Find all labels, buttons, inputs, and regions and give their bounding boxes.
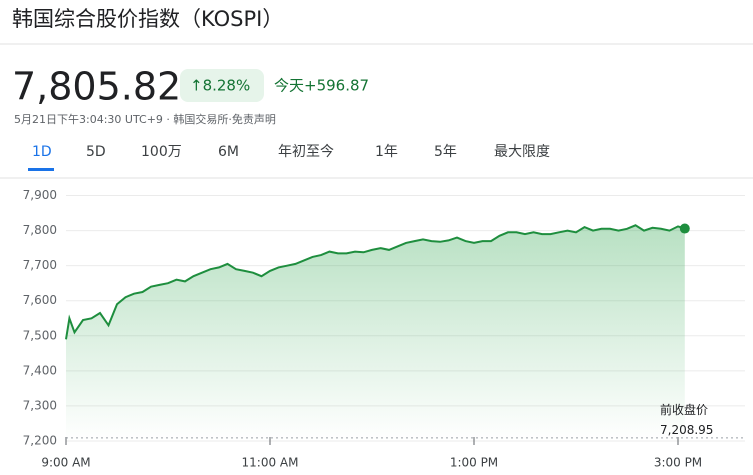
tab[interactable]: 5年 bbox=[434, 144, 457, 160]
change-badge bbox=[180, 69, 264, 102]
tab[interactable]: 1年 bbox=[375, 144, 398, 160]
x-tick-label: 3:00 PM bbox=[654, 456, 702, 470]
timestamp: 5月21日下午3:04:30 UTC+9 · 韩国交易所·免责声明 bbox=[14, 112, 276, 126]
tab[interactable]: 5D bbox=[86, 144, 106, 160]
change-pct: ↑8.28% bbox=[190, 77, 250, 95]
line bbox=[65, 224, 686, 340]
y-tick-label: 7,800 bbox=[23, 223, 57, 237]
last-point bbox=[679, 223, 690, 234]
tab[interactable]: 100万 bbox=[141, 144, 182, 160]
tab[interactable]: 最大限度 bbox=[494, 144, 550, 160]
prev-close-label: 前收盘价 7,208.95 bbox=[660, 400, 732, 440]
y-tick-label: 7,500 bbox=[23, 328, 57, 342]
y-tick-label: 7,900 bbox=[23, 188, 57, 202]
x-tick-label: 9:00 AM bbox=[41, 456, 90, 470]
price: 7,805.82 bbox=[12, 65, 181, 109]
tab[interactable]: 1D bbox=[32, 144, 52, 160]
x-tick-label: 11:00 AM bbox=[242, 456, 299, 470]
y-tick-label: 7,200 bbox=[23, 434, 57, 448]
tab[interactable]: 年初至今 bbox=[278, 143, 334, 160]
prev-close-value: 7,208.95 bbox=[660, 423, 714, 437]
x-tick-label: 1:00 PM bbox=[450, 456, 498, 470]
y-tick-label: 7,600 bbox=[23, 293, 57, 307]
tab-indicator bbox=[28, 168, 54, 171]
title: 韩国综合股价指数（KOSPI） bbox=[12, 7, 283, 31]
tab[interactable]: 6M bbox=[218, 144, 239, 160]
prev-close-text: 前收盘价 bbox=[660, 403, 709, 417]
y-tick-label: 7,400 bbox=[23, 363, 57, 377]
area bbox=[66, 225, 685, 441]
change-today: 今天+596.87 bbox=[274, 77, 369, 95]
y-tick-label: 7,300 bbox=[23, 398, 57, 412]
y-tick-label: 7,700 bbox=[23, 258, 57, 272]
